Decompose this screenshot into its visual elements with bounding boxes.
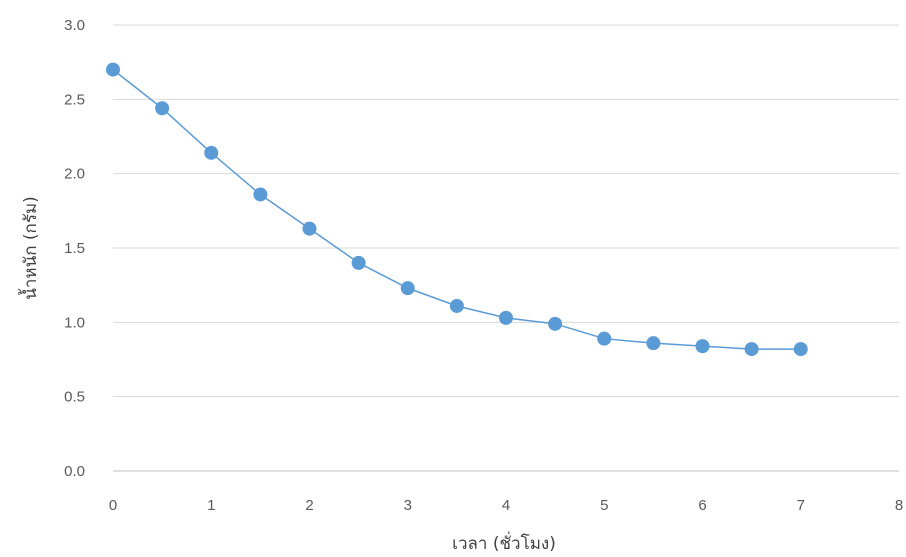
data-point: [253, 187, 268, 202]
data-point: [646, 336, 661, 351]
data-point: [204, 145, 219, 160]
y-tick-label: 3.0: [64, 17, 85, 34]
y-tick-label: 0.5: [64, 389, 85, 406]
data-points: [106, 62, 808, 357]
data-point: [400, 281, 415, 296]
data-point: [597, 331, 612, 346]
x-tick-label: 0: [109, 497, 117, 514]
y-axis-title: น้ำหนัก (กรัม): [18, 196, 41, 300]
data-point: [449, 298, 464, 313]
x-tick-label: 6: [698, 497, 706, 514]
data-point: [106, 62, 120, 77]
y-tick-label: 1.5: [64, 240, 85, 257]
data-point: [744, 342, 759, 357]
x-tick-label: 5: [600, 497, 608, 514]
gridlines: [113, 24, 899, 398]
x-axis-ticks: 0 1 2 3 4 5 6 7 8: [109, 497, 903, 514]
data-point: [548, 316, 563, 331]
x-tick-label: 4: [502, 497, 510, 514]
y-tick-label: 1.0: [64, 314, 85, 331]
data-point: [302, 221, 317, 236]
data-point: [499, 310, 513, 325]
y-tick-label: 2.0: [64, 166, 85, 183]
x-tick-label: 8: [895, 497, 903, 514]
data-point: [155, 101, 170, 116]
y-axis-ticks: 0.0 0.5 1.0 1.5 2.0 2.5 3.0: [64, 17, 85, 480]
x-tick-label: 7: [797, 497, 805, 514]
x-axis-title: เวลา (ชั่วโมง): [452, 531, 556, 554]
data-point: [351, 255, 366, 270]
x-tick-label: 2: [305, 497, 313, 514]
y-tick-label: 2.5: [64, 91, 85, 108]
y-tick-label: 0.0: [64, 463, 85, 480]
data-point: [793, 342, 808, 357]
data-point: [695, 339, 710, 354]
x-tick-label: 1: [207, 497, 215, 514]
x-tick-label: 3: [404, 497, 412, 514]
